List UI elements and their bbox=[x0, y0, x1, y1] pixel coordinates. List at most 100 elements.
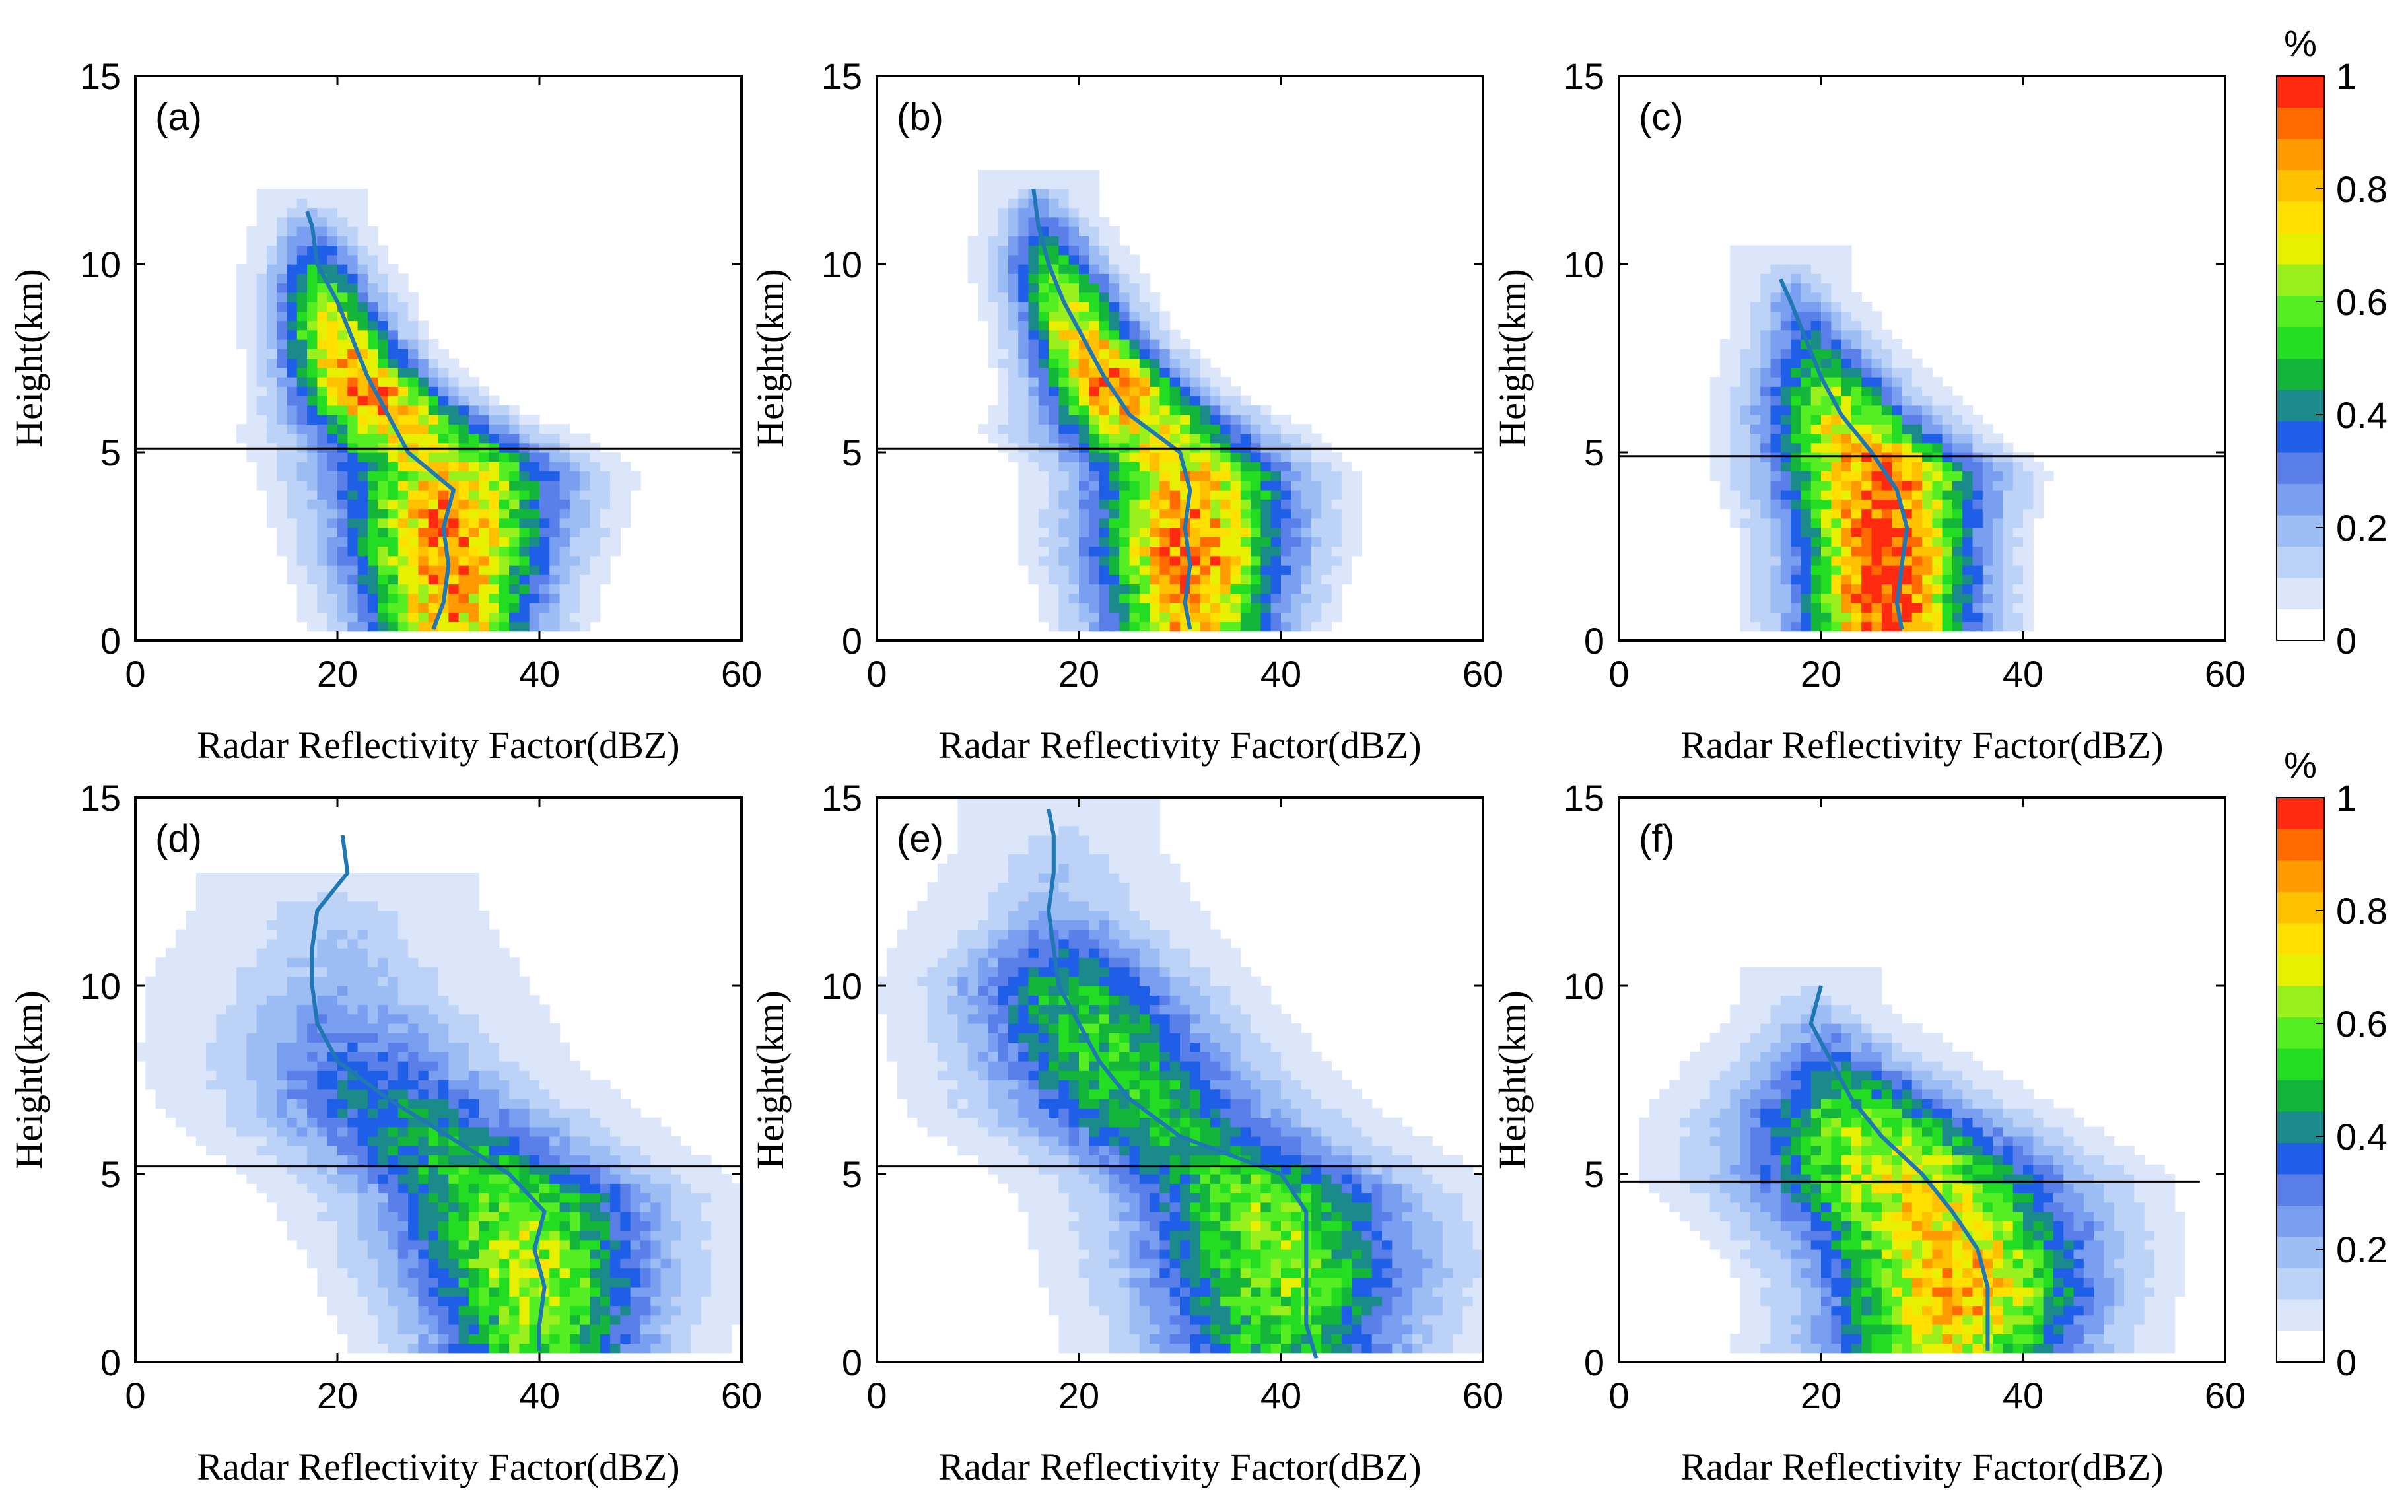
heatmap-cell bbox=[216, 1080, 227, 1090]
heatmap-cell bbox=[1780, 358, 1791, 368]
heatmap-cell bbox=[327, 1221, 338, 1231]
heatmap-cell bbox=[1150, 528, 1160, 537]
heatmap-cell bbox=[670, 1221, 681, 1231]
heatmap-cell bbox=[1008, 189, 1019, 199]
heatmap-cell bbox=[448, 1070, 460, 1081]
heatmap-cell bbox=[347, 367, 359, 378]
heatmap-cell bbox=[640, 1126, 651, 1137]
heatmap-cell bbox=[317, 1080, 328, 1090]
heatmap-cell bbox=[1210, 462, 1221, 472]
heatmap-cell bbox=[1169, 339, 1181, 349]
heatmap-cell bbox=[1851, 574, 1862, 585]
heatmap-cell bbox=[988, 349, 999, 359]
heatmap-cell bbox=[307, 1108, 318, 1118]
heatmap-cell bbox=[1740, 508, 1751, 519]
heatmap-cell bbox=[489, 1249, 500, 1259]
heatmap-cell bbox=[1139, 339, 1150, 349]
heatmap-cell bbox=[549, 452, 561, 462]
heatmap-cell bbox=[327, 245, 338, 256]
heatmap-cell bbox=[1281, 490, 1291, 500]
heatmap-cell bbox=[468, 603, 479, 613]
heatmap-cell bbox=[1881, 405, 1892, 415]
heatmap-cell bbox=[670, 1343, 681, 1354]
heatmap-cell bbox=[1780, 603, 1791, 613]
heatmap-cell bbox=[1331, 565, 1342, 575]
heatmap-cell bbox=[559, 1146, 570, 1156]
heatmap-cell bbox=[600, 1249, 611, 1259]
heatmap-cell bbox=[1902, 593, 1913, 603]
heatmap-cell bbox=[1972, 471, 1983, 481]
heatmap-cell bbox=[378, 1061, 389, 1071]
heatmap-cell bbox=[1791, 339, 1801, 349]
heatmap-cell bbox=[1119, 283, 1130, 293]
heatmap-cell bbox=[468, 528, 479, 537]
heatmap-cell bbox=[1851, 358, 1862, 368]
heatmap-cell bbox=[1962, 442, 1974, 453]
heatmap-cell bbox=[438, 1258, 449, 1269]
heatmap-cell bbox=[731, 1315, 742, 1325]
heatmap-cell bbox=[1291, 528, 1302, 537]
heatmap-cell bbox=[650, 1305, 662, 1316]
heatmap-cell bbox=[549, 1249, 561, 1259]
heatmap-cell bbox=[1099, 433, 1110, 444]
heatmap-cell bbox=[1861, 311, 1873, 322]
heatmap-cell bbox=[1871, 415, 1882, 425]
heatmap-cell bbox=[397, 1042, 409, 1052]
heatmap-cell bbox=[367, 1268, 378, 1278]
heatmap-cell bbox=[347, 1324, 359, 1334]
heatmap-cell bbox=[176, 1089, 187, 1099]
heatmap-cell bbox=[1972, 612, 1983, 623]
heatmap-cell bbox=[1018, 311, 1029, 322]
heatmap-cell bbox=[1200, 499, 1211, 510]
heatmap-cell bbox=[1770, 349, 1781, 359]
heatmap-cell bbox=[539, 1089, 550, 1099]
heatmap-cell bbox=[1730, 245, 1741, 256]
heatmap-cell bbox=[681, 1230, 692, 1241]
heatmap-cell bbox=[580, 1099, 591, 1109]
heatmap-cell bbox=[539, 1343, 550, 1354]
heatmap-cell bbox=[1049, 189, 1059, 199]
heatmap-cell bbox=[620, 1239, 631, 1250]
heatmap-cell bbox=[600, 1239, 611, 1250]
heatmap-cell bbox=[1801, 395, 1812, 406]
heatmap-cell bbox=[640, 1287, 651, 1297]
heatmap-cell bbox=[1089, 283, 1100, 293]
heatmap-cell bbox=[327, 1230, 338, 1241]
heatmap-cell bbox=[1770, 377, 1781, 387]
heatmap-cell bbox=[1871, 442, 1882, 453]
heatmap-cell bbox=[1932, 480, 1943, 491]
heatmap-cell bbox=[428, 1146, 439, 1156]
heatmap-cell bbox=[216, 1070, 227, 1081]
heatmap-cell bbox=[397, 1033, 409, 1043]
heatmap-cell bbox=[1922, 537, 1933, 547]
heatmap-cell bbox=[681, 1305, 692, 1316]
heatmap-cell bbox=[569, 1174, 580, 1184]
heatmap-cell bbox=[277, 480, 288, 491]
heatmap-cell bbox=[438, 452, 449, 462]
heatmap-cell bbox=[1321, 471, 1332, 481]
heatmap-cell bbox=[499, 508, 510, 519]
heatmap-cell bbox=[347, 207, 359, 218]
heatmap-cell bbox=[1861, 518, 1873, 528]
heatmap-cell bbox=[428, 1212, 439, 1221]
heatmap-cell bbox=[1932, 415, 1943, 425]
heatmap-cell bbox=[620, 1117, 631, 1128]
heatmap-cell bbox=[1129, 311, 1140, 322]
heatmap-cell bbox=[1851, 546, 1862, 557]
heatmap-cell bbox=[1251, 537, 1261, 547]
heatmap-cell bbox=[2003, 546, 2014, 557]
heatmap-cell bbox=[509, 1268, 520, 1278]
heatmap-cell bbox=[1270, 480, 1282, 491]
heatmap-cell bbox=[1038, 555, 1049, 566]
heatmap-cell bbox=[569, 528, 580, 537]
heatmap-cell bbox=[1831, 433, 1842, 444]
heatmap-cell bbox=[499, 546, 510, 557]
heatmap-cell bbox=[448, 528, 460, 537]
heatmap-cell bbox=[529, 537, 540, 547]
heatmap-cell bbox=[1911, 358, 1923, 368]
heatmap-cell bbox=[1740, 593, 1751, 603]
heatmap-cell bbox=[1058, 386, 1070, 397]
heatmap-cell bbox=[1150, 462, 1160, 472]
heatmap-cell bbox=[327, 1089, 338, 1099]
heatmap-cell bbox=[1962, 508, 1974, 519]
